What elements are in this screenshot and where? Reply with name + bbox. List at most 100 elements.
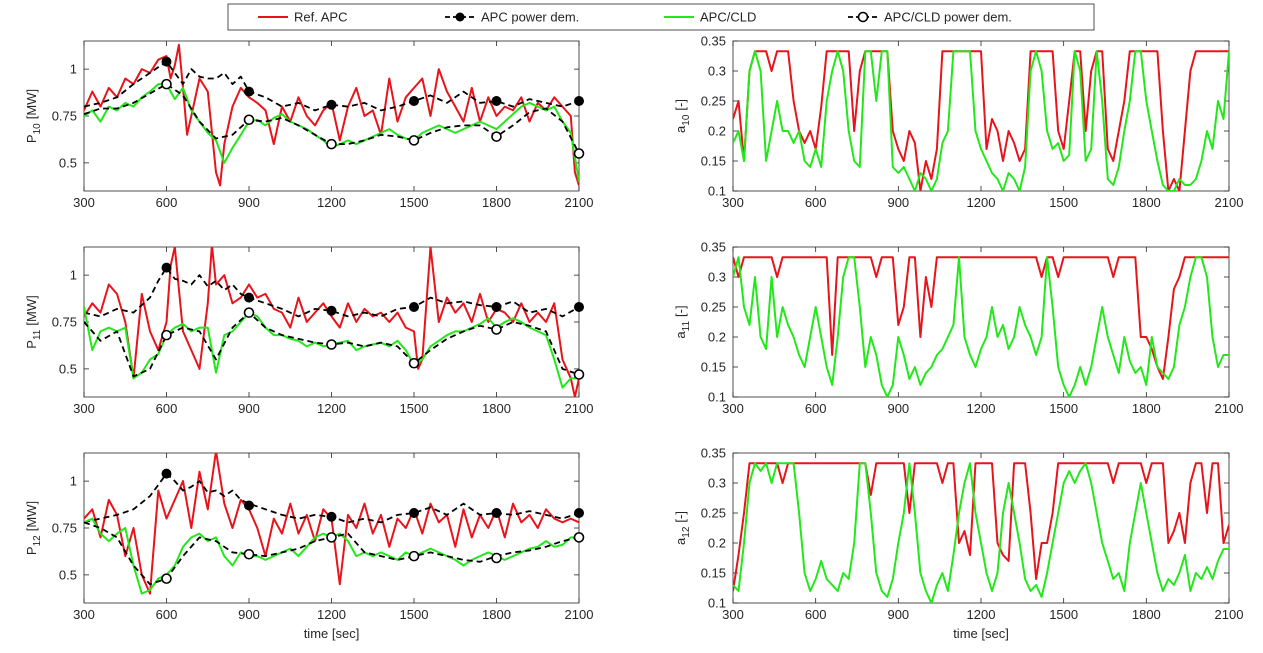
- legend-marker-filled: [455, 12, 465, 22]
- x-tick-label: 1500: [1049, 195, 1078, 210]
- y-tick-label: 0.2: [708, 330, 726, 345]
- y-axis-label-main: P: [24, 134, 39, 143]
- x-tick-label: 1500: [400, 401, 429, 416]
- series-line-apc-power-dem-: [84, 60, 579, 112]
- x-tick-label: 600: [805, 607, 827, 622]
- series-line-ref-apc: [733, 462, 1229, 592]
- series-group: [733, 256, 1229, 397]
- x-tick-label: 1500: [400, 607, 429, 622]
- marker-apc-cld-power-dem: [573, 532, 585, 543]
- y-tick-label: 0.15: [701, 566, 726, 581]
- subplots: 300 600 900 1200 1500 1800 21000.50.751P10[MW]…: [24, 34, 1243, 642]
- y-tick-label: 0.35: [701, 34, 726, 49]
- marker-apc-power-dem: [574, 302, 584, 312]
- x-tick-label: 900: [238, 401, 260, 416]
- y-tick-label: 0.1: [708, 390, 726, 405]
- series-line-ref-apc: [84, 43, 579, 187]
- y-axis-label-subscript: 11: [681, 321, 692, 332]
- legend-box: [227, 3, 1095, 31]
- legend-label: Ref. APC: [294, 10, 347, 25]
- marker-apc-cld-power-dem: [161, 329, 172, 341]
- y-tick-label: 0.1: [708, 184, 726, 199]
- marker-apc-power-dem: [161, 468, 172, 479]
- x-tick-label: 1200: [967, 195, 996, 210]
- x-tick-label: 1800: [482, 195, 511, 210]
- marker-apc-cld-power-dem: [491, 552, 502, 564]
- marker-apc-power-dem: [326, 511, 337, 522]
- y-tick-label: 0.3: [708, 270, 726, 285]
- x-tick-label: 1800: [482, 401, 511, 416]
- marker-apc-power-dem: [244, 500, 254, 511]
- series-group: [733, 462, 1229, 603]
- marker-apc-power-dem: [161, 56, 172, 67]
- series-line-apc-power-dem-: [84, 266, 579, 318]
- y-axis-label: a10 [-]: [673, 99, 692, 133]
- legend-marker-open: [857, 11, 869, 23]
- y-tick-label: 0.2: [708, 124, 726, 139]
- x-tick-label: 1500: [1049, 401, 1078, 416]
- y-tick-label: 0.15: [701, 360, 726, 375]
- marker-apc-cld-power-dem: [243, 548, 255, 560]
- x-tick-label: 2100: [1215, 195, 1244, 210]
- y-axis-label-subscript: 12: [32, 535, 43, 547]
- x-tick-label: 1200: [317, 195, 346, 210]
- series-line-apc-cld: [733, 462, 1229, 603]
- marker-apc-power-dem: [491, 302, 502, 312]
- y-tick-label: 0.15: [701, 154, 726, 169]
- marker-apc-cld-power-dem: [243, 307, 255, 318]
- y-tick-label: 1: [70, 474, 77, 489]
- x-tick-label: 600: [156, 607, 178, 622]
- y-axis-label: P12 [MW]: [24, 501, 43, 555]
- y-axis-label-unit: [MW]: [24, 89, 39, 119]
- y-axis-label: P10 [MW]: [24, 89, 43, 143]
- series-group: [733, 50, 1229, 191]
- x-tick-label: 900: [238, 607, 260, 622]
- y-axis-label: P11 [MW]: [24, 295, 43, 348]
- y-tick-label: 0.5: [59, 361, 77, 376]
- marker-apc-cld-power-dem: [408, 357, 420, 369]
- marker-apc-cld-power-dem: [161, 78, 172, 90]
- x-tick-label: 1800: [1132, 195, 1161, 210]
- marker-apc-power-dem: [244, 292, 254, 303]
- y-axis-label-main: P: [24, 546, 39, 555]
- marker-apc-cld-power-dem: [326, 138, 337, 150]
- marker-apc-power-dem: [574, 96, 584, 106]
- y-tick-label: 0.1: [708, 596, 726, 611]
- y-tick-label: 0.2: [708, 536, 726, 551]
- legend-label: APC/CLD: [700, 10, 756, 25]
- subplot-3: 300 600 900 1200 1500 1800 2100 0.5 0.75 1 P11 [MW]: [24, 246, 593, 416]
- series-line-ref-apc: [733, 256, 1229, 380]
- y-axis-label-unit: [MW]: [24, 501, 39, 531]
- series-line-apc-cld: [733, 50, 1229, 191]
- y-tick-label: 0.25: [701, 506, 726, 521]
- x-tick-label: 900: [887, 401, 909, 416]
- y-tick-label: 0.5: [59, 567, 77, 582]
- y-axis-label-unit: [-]: [673, 511, 688, 523]
- x-tick-label: 300: [722, 607, 744, 622]
- x-tick-label: 2100: [565, 607, 594, 622]
- x-tick-label: 300: [722, 401, 744, 416]
- marker-apc-power-dem: [326, 305, 337, 316]
- y-tick-label: 0.35: [701, 446, 726, 461]
- y-axis-label-unit: [MW]: [24, 295, 39, 325]
- x-tick-label: 1800: [482, 607, 511, 622]
- y-tick-label: 0.35: [701, 240, 726, 255]
- series-line-apc-cld: [733, 256, 1229, 397]
- marker-apc-power-dem: [409, 96, 419, 106]
- y-tick-label: 0.25: [701, 300, 726, 315]
- legend-label: APC/CLD power dem.: [884, 10, 1012, 25]
- y-tick-label: 1: [70, 62, 77, 77]
- x-tick-label: 600: [156, 401, 178, 416]
- marker-apc-power-dem: [244, 86, 254, 97]
- x-tick-label: 300: [722, 195, 744, 210]
- x-tick-label: 1800: [1132, 401, 1161, 416]
- legend-label: APC power dem.: [481, 10, 579, 25]
- marker-apc-power-dem: [574, 508, 584, 518]
- y-tick-label: 1: [70, 268, 77, 283]
- x-tick-label: 1500: [1049, 607, 1078, 622]
- marker-apc-cld-power-dem: [326, 532, 337, 543]
- x-axis-label: time [sec]: [304, 626, 360, 641]
- y-axis-label-subscript: 10: [681, 114, 692, 126]
- y-axis-label-subscript: 10: [32, 123, 43, 135]
- y-tick-label: 0.75: [52, 521, 77, 536]
